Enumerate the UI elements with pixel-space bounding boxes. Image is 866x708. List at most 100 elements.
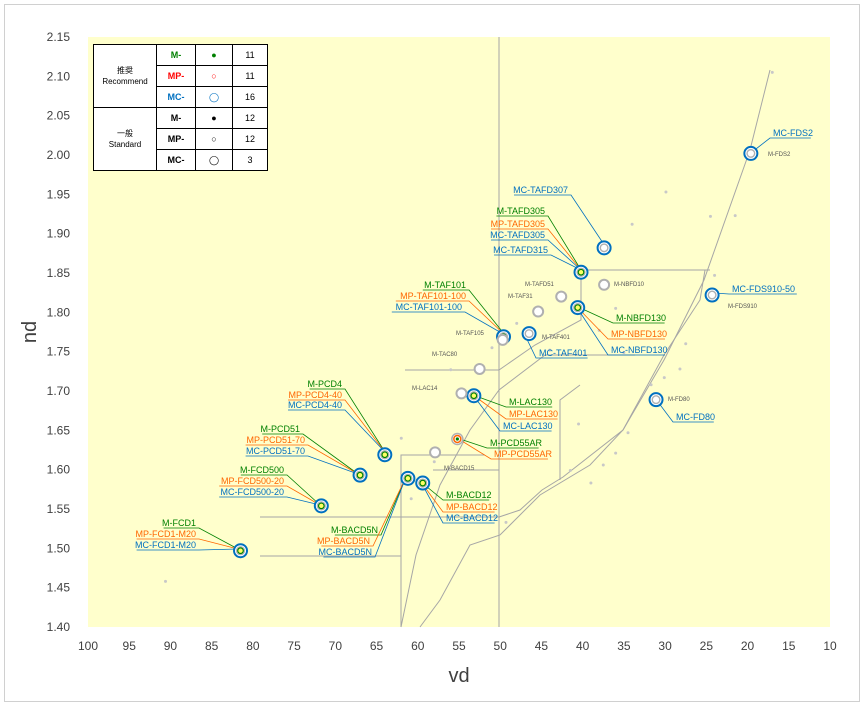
x-tick-label: 60 [411, 639, 425, 653]
faint-point [664, 190, 668, 194]
point-label: MP-FCD1-M20 [135, 529, 196, 539]
leader-line [420, 481, 495, 524]
y-tick-label: 1.40 [47, 620, 71, 634]
point-label: MC-LAC130 [503, 421, 553, 431]
leader-line [334, 476, 407, 536]
legend-prefix: MC- [156, 149, 196, 171]
small-labels: M-FDS2 M-NBFD10 M-TAFD51 M-TAF31 M-FDS910 M-T… [412, 152, 791, 472]
legend-prefix: MP- [156, 65, 196, 87]
point-label: M-TAFD305 [497, 206, 545, 216]
leader-line [395, 300, 506, 336]
faint-point [568, 468, 572, 472]
leader-line [654, 397, 714, 423]
leader-line [472, 394, 558, 420]
leader-line [496, 215, 582, 271]
small-point-label: M-NBFD10 [614, 282, 645, 288]
leader-line [309, 388, 386, 453]
point-label: MP-PCD51-70 [246, 435, 305, 445]
point-label: MP-NBFD130 [611, 329, 667, 339]
x-tick-label: 80 [246, 639, 260, 653]
small-point-label: M-LAC14 [412, 386, 438, 392]
reference-line [400, 454, 485, 627]
x-tick-label: 15 [782, 639, 796, 653]
x-tick-label: 85 [205, 639, 219, 653]
point-label: MP-BACD12 [446, 502, 498, 512]
point-label: M-FCD1 [162, 518, 196, 528]
point-label: MC-FCD500-20 [220, 487, 284, 497]
faint-point [678, 367, 682, 371]
point-label: MP-LAC130 [509, 409, 558, 419]
legend-prefix: M- [156, 107, 196, 129]
legend-symbol: ● [195, 107, 233, 129]
leader-line [323, 476, 407, 558]
faint-point [770, 70, 774, 74]
faint-point [432, 460, 436, 464]
y-tick-label: 1.70 [47, 384, 71, 398]
faint-point [630, 222, 634, 226]
faint-point [708, 214, 712, 218]
glass-point-ring [496, 333, 509, 346]
point-label: MC-BACD5N [318, 547, 372, 557]
point-label: MC-NBFD130 [611, 345, 668, 355]
faint-point [614, 451, 618, 455]
leader-line [422, 289, 506, 336]
glass-point-dot [356, 471, 364, 479]
small-point-label: M-FDS910 [728, 304, 758, 310]
y-tick-label: 1.95 [47, 187, 71, 201]
point-label: M-PCD51 [260, 424, 300, 434]
faint-point [626, 431, 630, 435]
faint-point [515, 321, 519, 325]
point-label: MP-TAFD305 [491, 219, 545, 229]
leader-line [136, 538, 239, 550]
y-tick-label: 1.90 [47, 227, 71, 241]
leader-line [219, 496, 321, 506]
y-tick-label: 2.15 [47, 30, 71, 44]
legend-row: 一般 Standard M- ● 12 [93, 107, 268, 171]
legend-group-standard: 一般 Standard [93, 107, 157, 171]
glass-point-ring [746, 148, 756, 158]
faint-point [622, 350, 626, 354]
faint-point [662, 376, 666, 380]
y-tick-label: 2.10 [47, 69, 71, 83]
point-label: MP-PCD55AR [494, 449, 553, 459]
glass-point-ring [455, 387, 468, 400]
faint-point [548, 348, 552, 352]
legend-symbol: ○ [195, 65, 233, 87]
glass-points [233, 145, 759, 559]
faint-point [490, 346, 494, 350]
x-tick-label: 100 [78, 639, 98, 653]
reference-line [419, 269, 706, 628]
legend-group-en: Recommend [102, 77, 148, 86]
leader-line [245, 455, 359, 475]
faint-point [589, 481, 593, 485]
y-tick-label: 1.60 [47, 463, 71, 477]
legend-group-recommend: 推奨 Recommend [93, 44, 157, 108]
point-label: MC-TAFD307 [513, 185, 568, 195]
faint-point [601, 463, 605, 467]
legend-prefix: M- [156, 44, 196, 66]
y-axis-title: nd [19, 321, 41, 343]
glass-point-dot [455, 437, 459, 441]
x-tick-label: 90 [164, 639, 178, 653]
leader-line [240, 474, 321, 506]
x-tick-label: 95 [123, 639, 137, 653]
faint-point [713, 273, 717, 277]
y-tick-label: 1.65 [47, 423, 71, 437]
glass-point-dot [577, 268, 585, 276]
x-tick-label: 65 [370, 639, 384, 653]
x-tick-label: 10 [823, 639, 837, 653]
y-tick-label: 1.75 [47, 345, 71, 359]
point-label: MC-PCD51-70 [246, 446, 305, 456]
point-label: MC-TAFD305 [490, 230, 545, 240]
small-point-label: M-FDS2 [768, 152, 791, 158]
faint-point [614, 306, 618, 310]
glass-point-dot [470, 392, 478, 400]
leader-line [472, 394, 553, 408]
leader-line [575, 305, 665, 340]
glass-point-ring [651, 395, 661, 405]
point-label: MC-BACD12 [446, 513, 498, 523]
glass-point-ring [473, 362, 486, 375]
point-label: M-PCD4 [307, 379, 342, 389]
faint-point [733, 214, 737, 218]
